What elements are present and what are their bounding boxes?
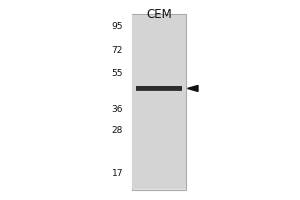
Polygon shape xyxy=(188,85,198,91)
Text: 36: 36 xyxy=(112,105,123,114)
Text: 17: 17 xyxy=(112,169,123,178)
Text: 95: 95 xyxy=(112,22,123,31)
Bar xyxy=(132,15,186,189)
Text: CEM: CEM xyxy=(146,8,172,21)
Text: 28: 28 xyxy=(112,126,123,135)
Bar xyxy=(132,14,186,190)
Text: 72: 72 xyxy=(112,46,123,55)
Bar xyxy=(136,90,182,91)
Text: 55: 55 xyxy=(112,69,123,78)
Bar xyxy=(136,86,182,91)
